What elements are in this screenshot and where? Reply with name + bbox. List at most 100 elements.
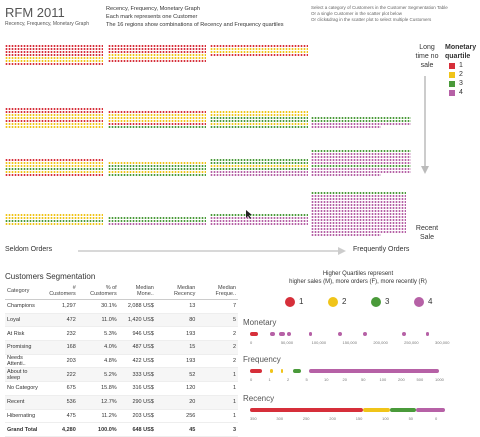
customer-mark-band[interactable] <box>108 223 206 225</box>
customer-mark-band[interactable] <box>311 153 411 155</box>
strip-segment[interactable] <box>390 408 416 412</box>
legend-item[interactable]: 3 <box>449 80 463 87</box>
column-header[interactable]: # Customers <box>43 283 78 300</box>
strip-segment[interactable] <box>250 408 364 412</box>
customer-mark-band[interactable] <box>311 210 406 212</box>
column-header[interactable]: Median Mone.. <box>118 283 156 300</box>
customer-mark-band[interactable] <box>210 171 308 173</box>
customer-mark-band[interactable] <box>5 51 103 53</box>
quartile-dot[interactable] <box>414 297 424 307</box>
customer-mark-band[interactable] <box>5 57 103 59</box>
rfm-cell[interactable] <box>210 214 308 225</box>
rfm-cell[interactable] <box>210 45 308 56</box>
customer-mark-band[interactable] <box>311 204 406 206</box>
customer-mark-band[interactable] <box>5 171 103 173</box>
table-row[interactable]: At Risk 232 5.3% 946 US$ 193 2 <box>5 326 238 342</box>
customer-mark-band[interactable] <box>210 54 308 56</box>
customer-mark-band[interactable] <box>311 162 411 164</box>
monetary-strip[interactable]: 0 50,000 100,000 150,000 200,000 250,000 300,0… <box>250 330 450 348</box>
customer-mark-band[interactable] <box>311 120 411 122</box>
customer-mark-band[interactable] <box>108 60 206 62</box>
strip-segment[interactable] <box>363 408 391 412</box>
strip-segment[interactable] <box>250 332 258 336</box>
customer-mark-band[interactable] <box>311 192 406 194</box>
customer-mark-band[interactable] <box>108 162 206 164</box>
customer-mark-band[interactable] <box>108 123 206 125</box>
strip-segment[interactable] <box>415 408 445 412</box>
rfm-cell[interactable] <box>108 162 206 176</box>
customer-mark-band[interactable] <box>108 174 206 176</box>
legend-item[interactable]: 1 <box>449 62 463 69</box>
strip-segment[interactable] <box>402 332 406 336</box>
customer-mark-band[interactable] <box>311 219 406 221</box>
customer-mark-band[interactable] <box>311 225 406 227</box>
customer-mark-band[interactable] <box>5 159 103 161</box>
customer-mark-band[interactable] <box>5 123 103 125</box>
customer-mark-band[interactable] <box>210 214 308 216</box>
customer-mark-band[interactable] <box>5 174 103 176</box>
column-header[interactable]: % of Customers <box>77 283 119 300</box>
customer-mark-band[interactable] <box>311 195 406 197</box>
strip-segment[interactable] <box>287 332 291 336</box>
customer-mark-band[interactable] <box>210 117 308 119</box>
customer-mark-band[interactable] <box>210 168 308 170</box>
rfm-scatter-matrix[interactable] <box>5 40 411 236</box>
strip-segment[interactable] <box>337 332 342 336</box>
customer-mark-band[interactable] <box>5 111 103 113</box>
customer-mark-band[interactable] <box>5 120 103 122</box>
customer-mark-band[interactable] <box>311 159 411 161</box>
strip-segment[interactable] <box>363 332 367 336</box>
customer-mark-band[interactable] <box>311 117 411 119</box>
rfm-cell[interactable] <box>5 159 103 176</box>
customer-mark-band[interactable] <box>5 45 103 47</box>
customer-mark-band[interactable] <box>108 171 206 173</box>
customer-mark-band[interactable] <box>108 220 206 222</box>
table-row[interactable]: Promising 168 4.0% 487 US$ 15 2 <box>5 340 238 355</box>
table-row[interactable]: Loyal 472 11.0% 1,420 US$ 80 5 <box>5 313 238 328</box>
customer-mark-band[interactable] <box>210 111 308 113</box>
rfm-cell[interactable] <box>311 192 411 236</box>
customer-mark-band[interactable] <box>5 63 103 65</box>
strip-segment[interactable] <box>250 369 262 373</box>
customer-mark-band[interactable] <box>5 60 103 62</box>
customer-mark-band[interactable] <box>210 223 308 225</box>
customer-mark-band[interactable] <box>108 114 206 116</box>
customer-mark-band[interactable] <box>210 48 308 50</box>
rfm-cell[interactable] <box>311 150 411 176</box>
customer-mark-band[interactable] <box>311 150 411 152</box>
strip-segment[interactable] <box>279 332 286 336</box>
customer-mark-band[interactable] <box>108 45 206 47</box>
legend-item[interactable]: 2 <box>449 71 463 78</box>
customer-mark-band[interactable] <box>210 220 308 222</box>
rfm-cell[interactable] <box>311 117 411 128</box>
rfm-cell[interactable] <box>108 217 206 225</box>
customer-mark-band[interactable] <box>5 54 103 56</box>
customer-mark-band[interactable] <box>210 126 308 128</box>
customer-mark-band[interactable] <box>210 217 308 219</box>
customer-mark-band[interactable] <box>311 234 381 236</box>
table-row[interactable]: About to sleep 222 5.2% 333 US$ 52 1 <box>5 367 238 383</box>
customer-mark-band[interactable] <box>210 174 308 176</box>
customer-mark-band[interactable] <box>210 45 308 47</box>
table-row[interactable]: No Category 675 15.8% 316 US$ 120 1 <box>5 381 238 396</box>
customer-mark-band[interactable] <box>108 217 206 219</box>
column-header[interactable]: Category <box>5 283 44 300</box>
rfm-cell[interactable] <box>5 108 103 128</box>
customer-mark-band[interactable] <box>210 120 308 122</box>
quartile-dot[interactable] <box>371 297 381 307</box>
customer-mark-band[interactable] <box>311 231 406 233</box>
customer-mark-band[interactable] <box>311 222 406 224</box>
customer-mark-band[interactable] <box>311 201 406 203</box>
strip-segment[interactable] <box>308 332 313 336</box>
customer-mark-band[interactable] <box>311 126 381 128</box>
customer-mark-band[interactable] <box>108 111 206 113</box>
strip-segment[interactable] <box>269 332 276 336</box>
customer-mark-band[interactable] <box>108 126 206 128</box>
customer-mark-band[interactable] <box>210 123 308 125</box>
customer-mark-band[interactable] <box>311 156 411 158</box>
customer-mark-band[interactable] <box>108 168 206 170</box>
customer-mark-band[interactable] <box>311 198 406 200</box>
strip-segment[interactable] <box>308 369 440 373</box>
customer-mark-band[interactable] <box>311 165 411 167</box>
column-header[interactable]: Median Recency <box>155 283 198 300</box>
